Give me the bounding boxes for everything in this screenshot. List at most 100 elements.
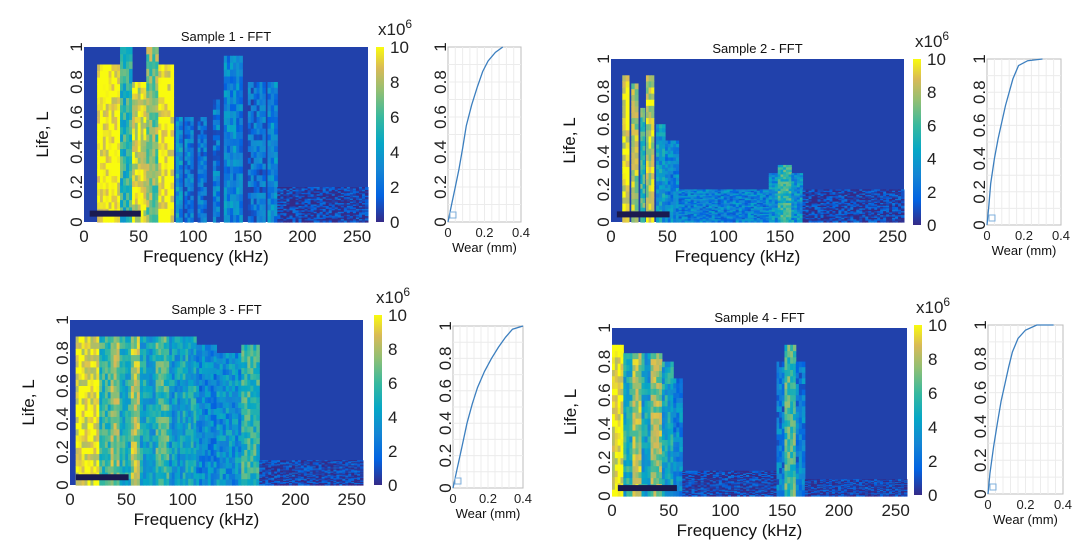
heatmap-cell (762, 189, 767, 192)
heatmap-cell (277, 192, 281, 195)
heatmap-cell (783, 169, 787, 173)
heatmap-cell (139, 472, 144, 480)
heatmap-cell (334, 187, 339, 190)
heatmap-cell (149, 185, 153, 194)
heatmap-cell (723, 213, 728, 216)
heatmap-cell (699, 205, 704, 208)
heatmap-cell (250, 192, 255, 200)
x-axis-label: Frequency (kHz) (143, 247, 269, 266)
heatmap-cell (723, 207, 728, 210)
heatmap-cell (838, 217, 842, 220)
heatmap-cell (250, 111, 255, 118)
heatmap-cell (847, 219, 851, 222)
heatmap-cell (139, 466, 144, 474)
heatmap-cell (108, 202, 112, 210)
heatmap-cell (777, 200, 781, 204)
heatmap-cell (634, 187, 639, 194)
heatmap-cell (791, 205, 795, 209)
heatmap-cell (856, 208, 860, 211)
heatmap-cell (726, 202, 731, 205)
heatmap-cell (771, 205, 776, 209)
heatmap-cell (128, 342, 132, 350)
heatmap-cell (96, 336, 100, 344)
heatmap-cell (693, 190, 698, 193)
heatmap-cell (696, 197, 701, 200)
heatmap-cell (892, 198, 896, 201)
heatmap-cell (352, 208, 357, 211)
heatmap-cell (684, 200, 689, 203)
heatmap-cell (711, 205, 716, 208)
heatmap-cell (114, 71, 118, 79)
heatmap-cell (126, 185, 130, 194)
heatmap-cell (898, 213, 902, 216)
heatmap-cell (662, 132, 666, 138)
heatmap-cell (717, 204, 722, 207)
heatmap-cell (886, 208, 890, 211)
heatmap-cell (267, 204, 272, 211)
heatmap-cell (316, 203, 321, 206)
heatmap-cell (304, 204, 309, 207)
heatmap-cell (84, 429, 88, 437)
heatmap-cell (262, 134, 266, 141)
heatmap-cell (328, 191, 333, 194)
heatmap-cell (102, 162, 107, 171)
heatmap-cell (659, 124, 663, 129)
heatmap-cell (96, 435, 100, 443)
heatmap-cell (835, 204, 839, 207)
heatmap-cell (622, 124, 627, 131)
heatmap-cell (200, 217, 204, 223)
heatmap-cell (783, 188, 787, 192)
heatmap-cell (119, 386, 123, 393)
heatmap-cell (753, 215, 758, 218)
heatmap-cell (134, 169, 139, 176)
heatmap-cell (750, 216, 755, 219)
heatmap-cell (84, 454, 88, 461)
heatmap-cell (690, 204, 695, 207)
heatmap-cell (823, 201, 827, 204)
heatmap-cell (102, 215, 107, 223)
heatmap-cell (702, 213, 707, 216)
heatmap-cell (319, 216, 324, 219)
heatmap-cell (631, 187, 636, 194)
heatmap-cell (102, 97, 107, 105)
heatmap-cell (286, 204, 290, 207)
heatmap-cell (796, 197, 801, 201)
heatmap-cell (132, 128, 136, 136)
heatmap-cell (774, 199, 779, 203)
heatmap-cell (662, 185, 666, 190)
heatmap-cell (838, 212, 842, 215)
heatmap-cell (139, 361, 144, 369)
heatmap-cell (889, 189, 893, 192)
heatmap-cell (125, 392, 129, 399)
heatmap-cell (116, 460, 121, 468)
heatmap-cell (817, 192, 821, 195)
heatmap-cell (289, 198, 293, 201)
heatmap-cell (690, 217, 695, 220)
heatmap-cell (838, 215, 842, 218)
heatmap-cell (164, 162, 168, 171)
heatmap-cell (720, 211, 725, 214)
heatmap-cell (114, 215, 118, 223)
heatmap-cell (262, 216, 266, 223)
heatmap-cell (642, 131, 646, 138)
heatmap-cell (799, 191, 804, 195)
heatmap-cell (696, 213, 701, 216)
heatmap-cell (78, 447, 83, 455)
heatmap-cell (667, 160, 672, 165)
heatmap-cell (111, 97, 115, 105)
heatmap-cell (84, 416, 88, 424)
heatmap-cell (771, 181, 776, 184)
heatmap-cell (136, 404, 141, 412)
heatmap-cell (334, 189, 339, 192)
heatmap-cell (133, 416, 138, 424)
heatmap-cell (337, 217, 342, 220)
heatmap-cell (886, 204, 890, 207)
heatmap-cell (783, 200, 787, 204)
heatmap-cell (117, 169, 121, 177)
heatmap-cell (292, 216, 296, 219)
heatmap-cell (711, 196, 716, 199)
heatmap-cell (856, 220, 860, 223)
heatmap-cell (358, 217, 363, 220)
heatmap-cell (126, 170, 130, 179)
heatmap-cell (744, 202, 749, 205)
